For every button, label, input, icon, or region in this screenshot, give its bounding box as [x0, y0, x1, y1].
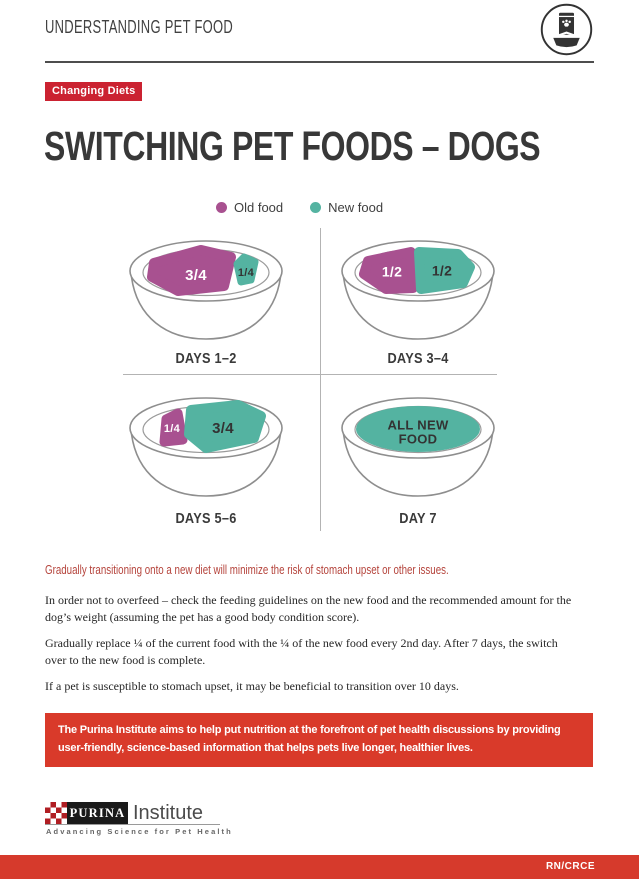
old-food-portion [159, 408, 188, 447]
legend-item-new-food: New food [310, 200, 383, 215]
section-badge: Changing Diets [45, 82, 143, 101]
old-fraction-label: 3/4 [185, 267, 207, 284]
new-food-portion [356, 406, 480, 452]
document-code: RN/CRCE [545, 861, 595, 872]
day-label-days-1-2: DAYS 1–2 [175, 350, 237, 367]
institute-wordmark: Institute [133, 802, 204, 824]
new-food-portion [184, 400, 266, 453]
bowl-icon [553, 37, 580, 48]
legend-label-old: Old food [234, 200, 284, 215]
day-label-days-3-4: DAYS 3–4 [387, 350, 449, 367]
bowl-diagram-days-1-2: 3/4 1/4 [129, 240, 283, 340]
footer-tagline: Advancing Science for Pet Health [46, 827, 233, 836]
day-label-day-7: DAY 7 [399, 510, 437, 527]
header-title: UNDERSTANDING PET FOOD [45, 17, 234, 37]
legend-label-new: New food [328, 200, 384, 215]
paragraph-replace: Gradually replace ¼ of the current food … [45, 636, 558, 667]
bowl-diagram-days-3-4: 1/2 1/2 [341, 240, 495, 340]
header-divider [45, 61, 594, 63]
old-fraction-label: 1/4 [164, 423, 181, 435]
footer-divider [45, 824, 220, 825]
all-new-food-label-line1: ALL NEW [387, 417, 449, 432]
highlight-sentence: Gradually transitioning onto a new diet … [45, 563, 449, 577]
old-fraction-label: 1/2 [382, 264, 402, 280]
new-food-portion [414, 247, 475, 294]
new-food-dot-icon [310, 202, 322, 213]
paw-icon [562, 19, 571, 27]
bottom-bar: RN/CRCE [0, 855, 639, 879]
old-food-portion [147, 245, 236, 296]
old-food-dot-icon [216, 202, 227, 213]
paragraph-susceptible: If a pet is susceptible to stomach upset… [45, 679, 459, 693]
grid-divider-horizontal [123, 374, 497, 375]
info-box-text: The Purina Institute aims to help put nu… [58, 724, 561, 754]
old-food-portion [359, 247, 418, 294]
paragraph-overfeed: In order not to overfeed – check the fee… [45, 593, 572, 624]
legend-item-old-food: Old food [216, 200, 283, 215]
pet-food-logo-icon [540, 3, 593, 56]
day-label-days-5-6: DAYS 5–6 [175, 510, 237, 527]
purina-wordmark: PURINA [67, 802, 128, 824]
bowl-diagram-day-7: ALL NEW FOOD [341, 397, 495, 497]
grid-divider-vertical [320, 228, 321, 531]
purina-checkerboard-logo [45, 802, 67, 824]
legend: Old food New food [216, 200, 383, 215]
new-fraction-label: 1/2 [432, 263, 452, 279]
bag-fold-line [553, 31, 580, 39]
body-copy: In order not to overfeed – check the fee… [45, 592, 573, 704]
bowl-diagram-days-5-6: 1/4 3/4 [129, 397, 283, 497]
page-title: SWITCHING PET FOODS – DOGS [44, 123, 541, 169]
purina-institute-info-box: The Purina Institute aims to help put nu… [45, 713, 593, 767]
new-fraction-label: 3/4 [212, 420, 234, 437]
new-food-portion [233, 253, 259, 286]
all-new-food-label-line2: FOOD [399, 431, 438, 446]
new-fraction-label: 1/4 [238, 267, 255, 279]
